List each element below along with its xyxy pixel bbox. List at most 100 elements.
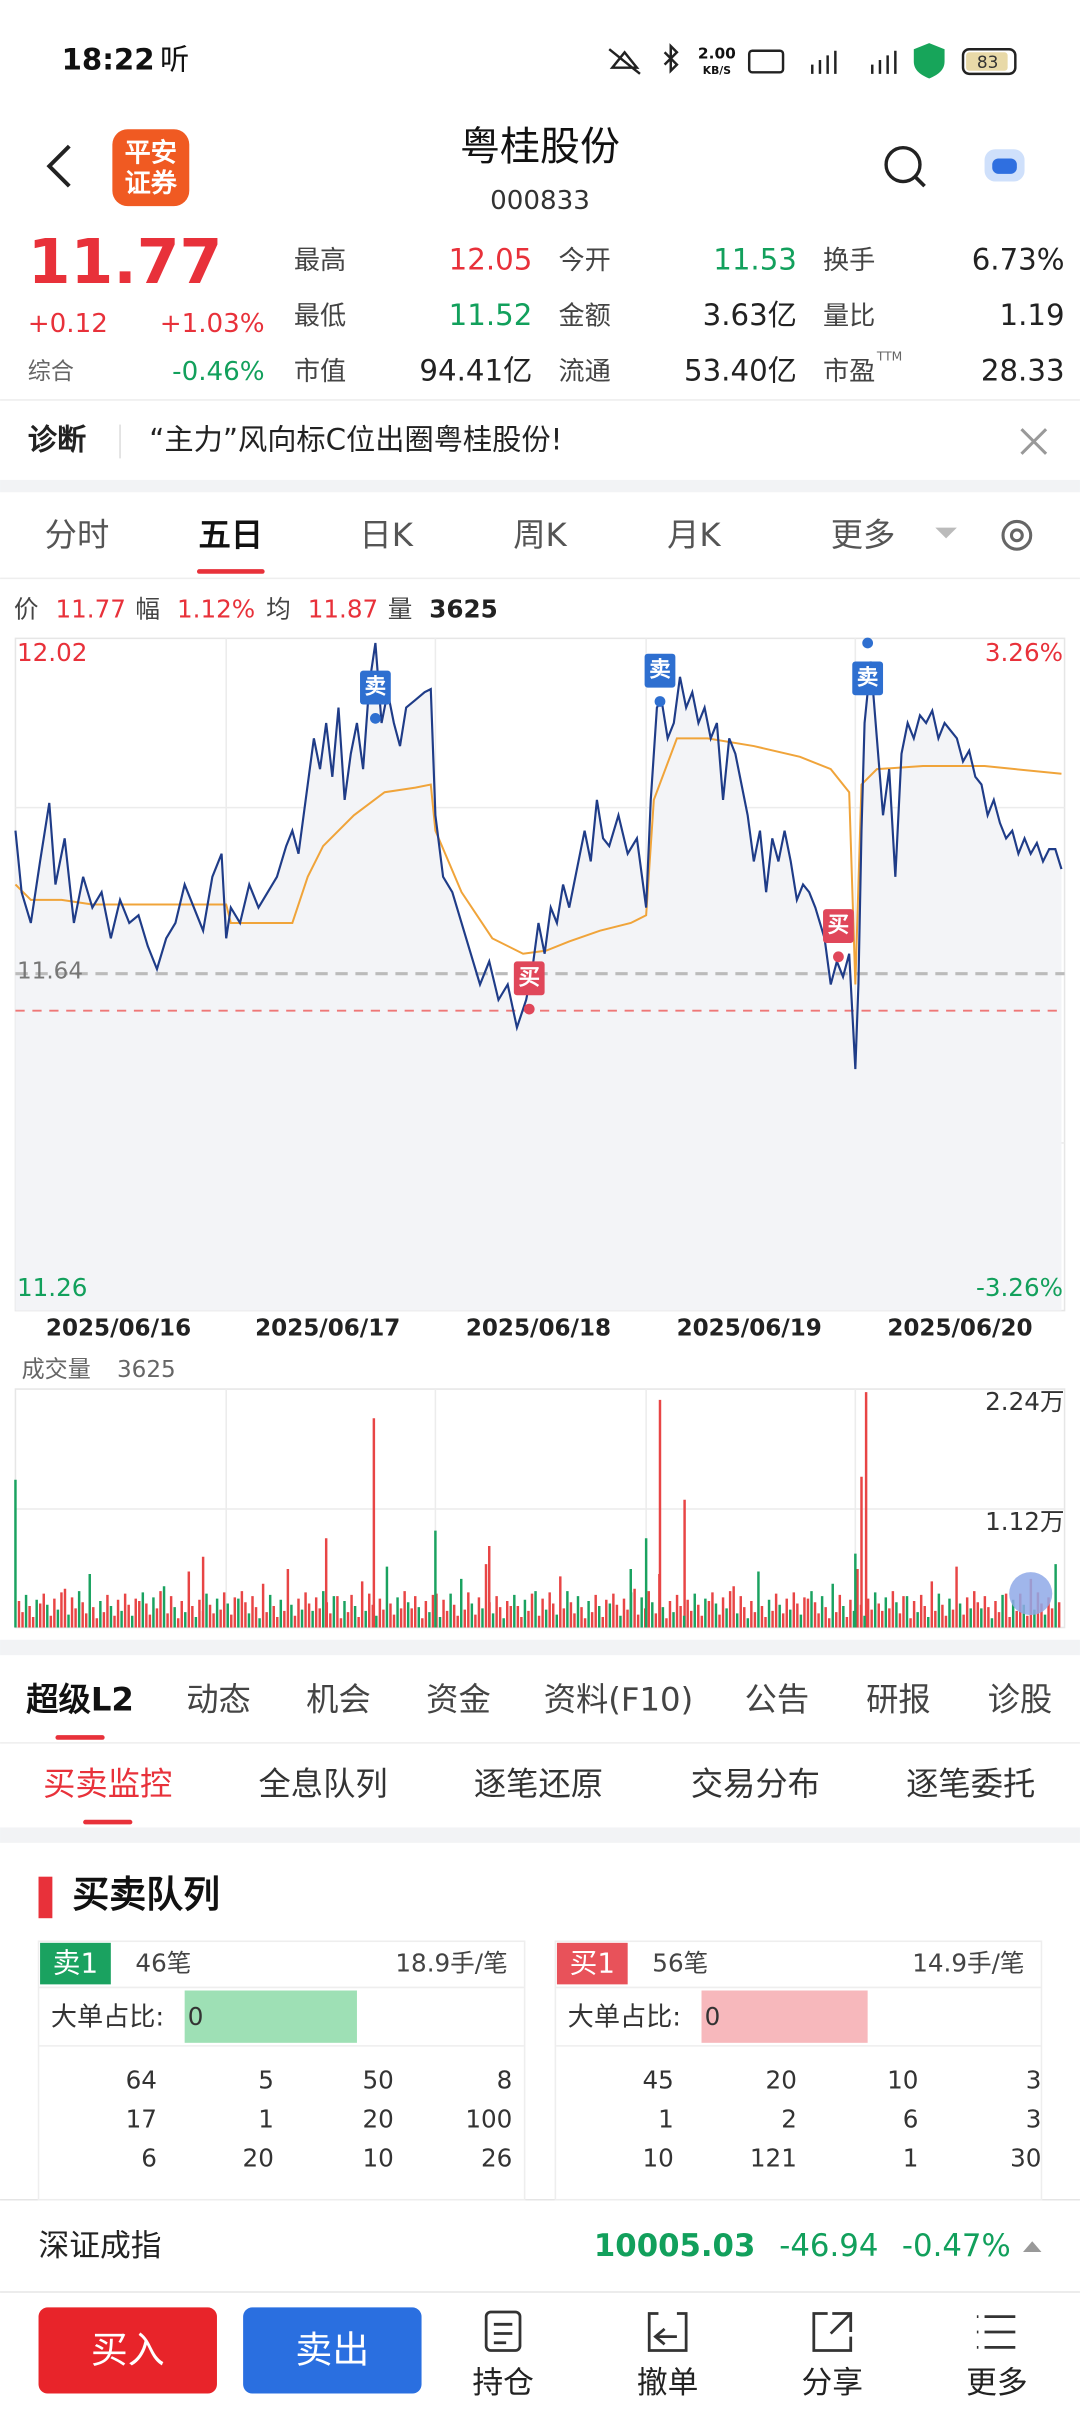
active-tab-indicator [83,1819,133,1825]
queue-side: 买1 [570,1946,615,1979]
sub-tab[interactable]: 全息队列 [259,1765,388,1803]
stock-code: 000833 [490,186,590,216]
trade-marker [644,653,676,688]
chart-tab[interactable]: 更多 [831,516,896,554]
detail-tab[interactable]: 研报 [866,1680,931,1718]
volume-tick-label: 2.24万 [985,1387,1064,1416]
big-order-label: 大单占比: [568,2003,681,2033]
price-line [14,642,1063,1070]
queue-side-tag [556,1942,628,1985]
quote-label: 最低 [294,301,346,331]
search-button[interactable] [884,145,926,188]
sell-button[interactable] [243,2307,422,2394]
more-icon [976,2315,1016,2349]
share-icon [812,2312,853,2352]
info-label: 价 [14,595,39,624]
shield-icon [913,43,945,79]
quote-label: 最高 [294,246,346,276]
quote-value: 11.53 [713,243,797,277]
average-line [14,737,1062,985]
nav-item[interactable]: 更多 [966,2365,1028,2401]
queue-cell: 30 [1010,2144,1041,2173]
detail-tab[interactable]: 诊股 [988,1680,1053,1718]
quote-label: 市盈 [823,357,875,387]
close-button[interactable] [1020,428,1048,455]
chart-tab[interactable]: 周K [513,516,567,554]
queue-side: 卖1 [53,1946,98,1979]
queue-cell: 1 [658,2104,674,2133]
back-button[interactable] [46,144,71,188]
queue-avg: 14.9手/笔 [912,1948,1024,1977]
quote-label: 量比 [823,301,875,331]
composite-label: 综合 [28,359,74,385]
sub-tab[interactable]: 交易分布 [691,1765,820,1803]
diagnosis-label: 诊断 [28,422,86,456]
sub-tab[interactable]: 逐笔委托 [906,1765,1035,1803]
settings-icon [1009,528,1024,543]
quote-label: 今开 [558,246,610,276]
detail-tab[interactable]: 公告 [745,1680,810,1718]
quote-value: 1.19 [999,298,1064,332]
queue-side-tag [40,1942,111,1985]
nav-item[interactable]: 持仓 [472,2365,534,2401]
stock-name: 粤桂股份 [460,124,620,170]
quote-value: 53.40亿 [684,353,797,387]
detail-tab[interactable]: 资料(F10) [544,1680,693,1718]
queue-cell: 5 [258,2065,274,2094]
buy-button[interactable] [38,2307,217,2394]
assistant-button[interactable] [984,149,1025,182]
nav-item[interactable]: 撤单 [637,2365,699,2401]
trade-marker-label: 卖 [857,664,879,690]
sub-tab[interactable]: 逐笔还原 [474,1765,603,1803]
sub-tab[interactable]: 买卖监控 [43,1765,172,1803]
chart-tab[interactable]: 五日 [199,516,264,554]
battery-icon [961,47,1017,76]
queue-cell: 50 [363,2065,394,2094]
queue-cell: 45 [643,2065,674,2094]
detail-tab[interactable]: 资金 [426,1680,491,1718]
composite-value: -0.46% [172,357,264,387]
nav-item[interactable]: 分享 [802,2365,864,2401]
detail-tab[interactable]: 动态 [186,1680,251,1718]
y-min-label: 11.26 [17,1273,87,1302]
index-change: -46.94 [779,2228,878,2264]
expand-icon[interactable] [1023,2241,1042,2253]
detail-tab[interactable]: 机会 [306,1680,371,1718]
quote-value: 12.05 [449,243,533,277]
index-name: 深证成指 [39,2228,162,2264]
active-tab-indicator [55,1735,105,1740]
big-order-value: 0 [188,2002,204,2031]
trade-marker-dot [654,696,666,707]
network-speed: 2.00 [698,44,736,62]
gap [0,479,1080,493]
diagnosis-text[interactable]: “主力”风向标C位出圈粤桂股份! [149,422,562,456]
chart-tab[interactable]: 日K [359,516,413,554]
trade-marker [360,670,391,705]
quote-label: 流通 [558,357,610,387]
chart-tab[interactable]: 分时 [45,516,110,554]
trade-marker-label: 卖 [649,657,671,683]
active-tab-indicator [196,569,265,574]
queue-avg: 18.9手/笔 [395,1948,507,1977]
y-max-pct-label: 3.26% [985,638,1063,667]
signal-icon [811,50,837,74]
queue-cell: 17 [126,2104,157,2133]
x-date-label: 2025/06/20 [887,1316,1032,1342]
queue-cell: 8 [497,2065,513,2094]
mute-icon [608,48,641,75]
volume-bars [14,1392,1061,1628]
queue-cell: 64 [126,2065,157,2094]
queue-cell: 3 [1026,2104,1042,2133]
x-date-label: 2025/06/16 [46,1316,191,1342]
info-label: 均 [266,595,291,624]
settings-button[interactable] [1001,519,1033,551]
big-order-bar [184,1990,357,2043]
chart-tab[interactable]: 月K [667,516,721,554]
hd-icon [747,49,785,74]
holdings-icon [484,2310,522,2352]
trade-marker-dot [370,712,381,724]
queue-cell: 20 [243,2144,274,2173]
detail-tab[interactable]: 超级L2 [26,1680,134,1718]
fullscreen-button[interactable] [1009,1572,1053,1616]
